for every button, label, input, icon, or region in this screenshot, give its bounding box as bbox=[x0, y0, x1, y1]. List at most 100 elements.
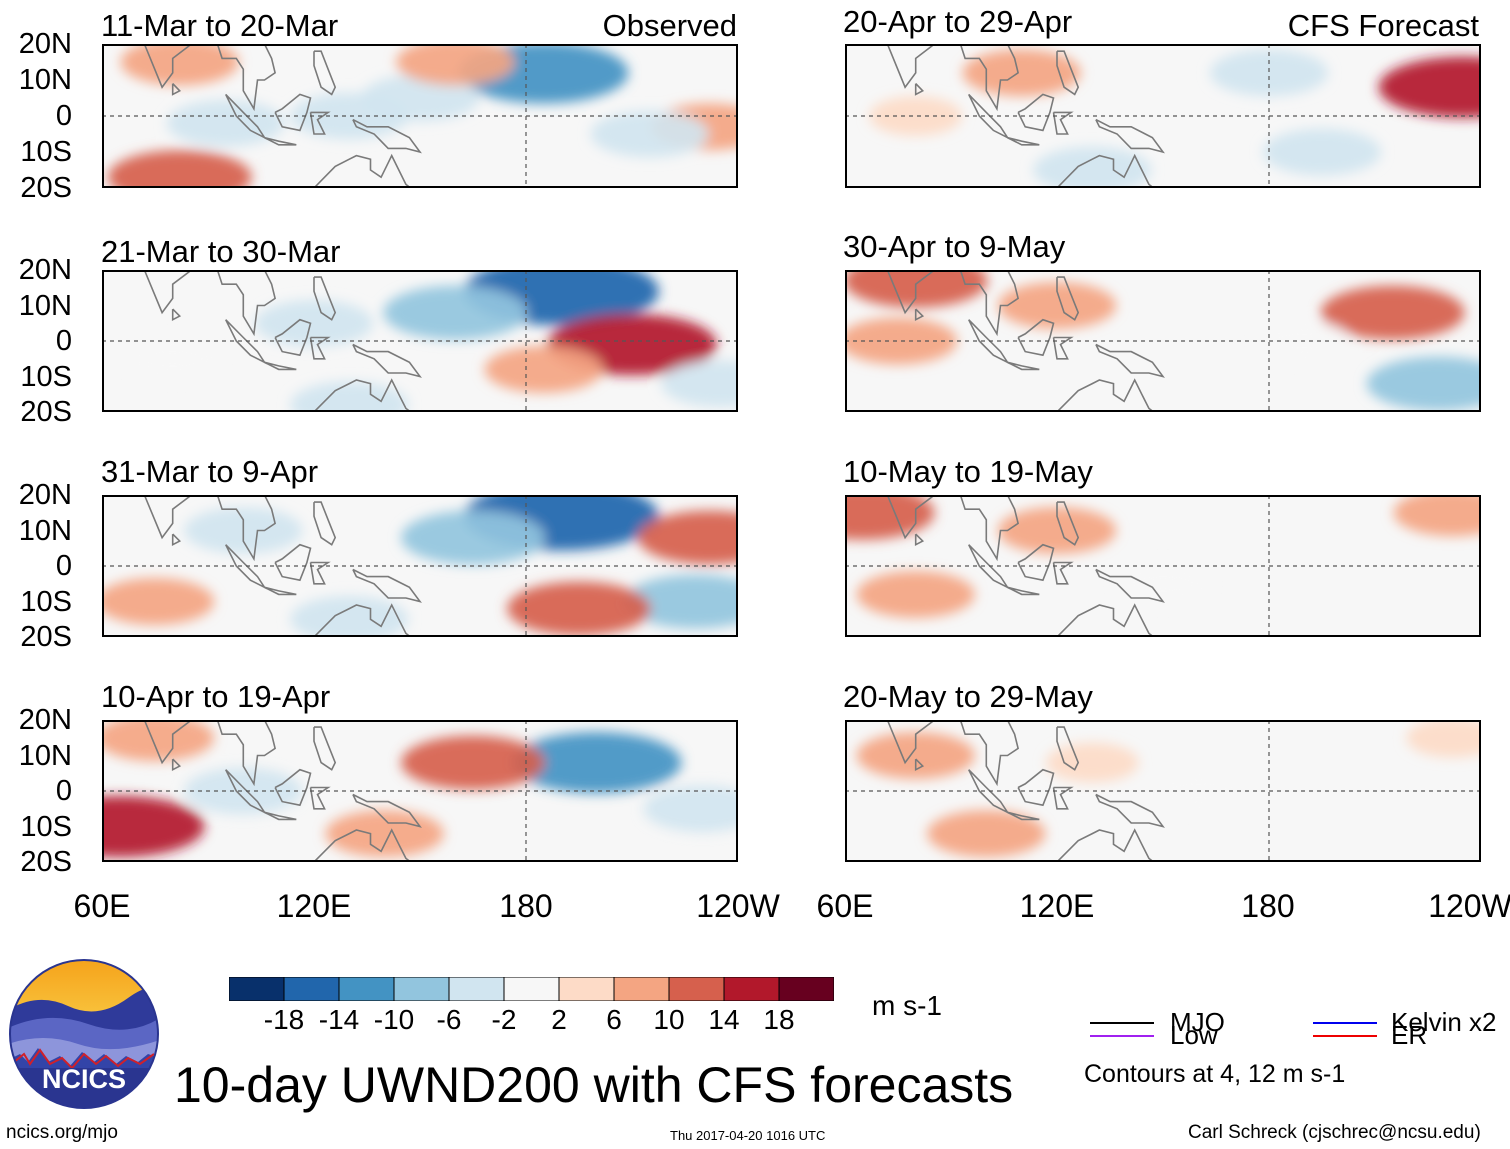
lat-tick-label: 10S bbox=[20, 810, 72, 843]
coastline bbox=[1095, 793, 1165, 828]
anomaly-blob bbox=[661, 360, 738, 407]
anomaly-field bbox=[102, 720, 738, 858]
legend-line-kelvin bbox=[1313, 1022, 1377, 1024]
map-panel bbox=[102, 44, 738, 188]
lat-tick-label: 20N bbox=[18, 704, 72, 736]
anomaly-blob bbox=[383, 285, 528, 340]
colorbar-swatch bbox=[503, 976, 560, 1002]
colorbar-swatch bbox=[723, 976, 780, 1002]
coastline bbox=[1007, 586, 1040, 596]
legend-line-low bbox=[1090, 1035, 1154, 1037]
lat-tick-label: 10S bbox=[20, 136, 72, 168]
lat-tick-label: 0 bbox=[55, 100, 72, 132]
map-frame bbox=[845, 720, 1481, 862]
lat-tick-label: 20N bbox=[18, 254, 72, 286]
anomaly-blob bbox=[590, 110, 709, 158]
anomaly-field bbox=[102, 495, 738, 637]
panel-title: 20-May to 29-May bbox=[843, 679, 1093, 714]
anomaly-blob bbox=[1209, 49, 1329, 97]
coastline bbox=[313, 501, 337, 546]
lat-tick-label: 0 bbox=[55, 550, 72, 582]
map-frame bbox=[102, 270, 738, 412]
coastline bbox=[1007, 136, 1040, 146]
colorbar-tick-label: -6 bbox=[436, 1004, 462, 1035]
coastline bbox=[967, 769, 1010, 815]
coastline bbox=[171, 83, 182, 96]
anomaly-blob bbox=[1406, 720, 1481, 758]
coastline bbox=[1052, 111, 1074, 135]
observed-label: Observed bbox=[602, 8, 737, 43]
anomaly-blob bbox=[184, 767, 303, 815]
legend-label-mjo: MJO bbox=[1170, 1007, 1225, 1037]
lat-tick-label: 20S bbox=[20, 846, 72, 878]
colorbar-tick-label: -18 bbox=[263, 1004, 305, 1035]
footer-author: Carl Schreck (cjschrec@ncsu.edu) bbox=[1188, 1122, 1481, 1143]
colorbar-units: m s-1 bbox=[872, 990, 942, 1021]
coastline bbox=[309, 786, 331, 810]
anomaly-blob bbox=[126, 338, 220, 379]
coastline bbox=[1007, 811, 1040, 821]
coastline bbox=[264, 136, 297, 146]
panel-title: 31-Mar to 9-Apr bbox=[101, 454, 319, 489]
lat-tick-label: 10S bbox=[20, 585, 72, 618]
anomaly-blob bbox=[325, 810, 444, 857]
colorbar-tick-label: 6 bbox=[606, 1004, 622, 1035]
footer-timestamp: Thu 2017-04-20 1016 UTC bbox=[670, 1128, 826, 1143]
footer-url[interactable]: ncics.org/mjo bbox=[6, 1122, 118, 1143]
coastline bbox=[312, 828, 412, 862]
anomaly-blob bbox=[856, 571, 975, 618]
coastline bbox=[102, 495, 277, 562]
anomaly-blob bbox=[1366, 356, 1481, 411]
lat-tick-label: 10N bbox=[18, 739, 72, 772]
lon-tick-label: 120E bbox=[276, 888, 352, 924]
coastline bbox=[967, 319, 1010, 365]
colorbar-swatch bbox=[613, 976, 670, 1002]
anomaly-blob bbox=[396, 44, 515, 86]
lon-tick-label: 180 bbox=[499, 888, 553, 924]
anomaly-field bbox=[845, 270, 1481, 411]
coastline bbox=[1095, 343, 1165, 378]
coastline bbox=[914, 533, 925, 547]
anomaly-blob bbox=[869, 96, 963, 136]
coastline bbox=[967, 544, 1010, 590]
coastline bbox=[1095, 118, 1165, 154]
anomaly-field bbox=[107, 44, 738, 188]
coastline bbox=[312, 153, 412, 188]
colorbar-tick-label: -10 bbox=[373, 1004, 415, 1035]
coastline bbox=[264, 586, 297, 596]
coastline bbox=[264, 361, 297, 371]
coastline bbox=[1017, 93, 1055, 132]
coastline bbox=[1017, 318, 1055, 357]
legend-label-er: ER bbox=[1391, 1020, 1428, 1050]
lat-tick-label: 0 bbox=[55, 775, 72, 807]
lat-tick-label: 20S bbox=[20, 172, 72, 204]
lat-tick-label: 0 bbox=[55, 325, 72, 357]
coastline bbox=[309, 111, 331, 135]
coastline bbox=[171, 308, 182, 322]
colorbar-tick-label: -14 bbox=[318, 1004, 360, 1035]
anomaly-blob bbox=[507, 581, 651, 636]
anomaly-blob bbox=[401, 735, 545, 790]
coastline bbox=[274, 93, 312, 132]
coastline bbox=[1017, 543, 1055, 582]
coastline bbox=[313, 50, 337, 96]
coastline bbox=[1055, 153, 1155, 188]
lon-tick-label: 120W bbox=[696, 888, 780, 924]
colorbar-swatch bbox=[668, 976, 725, 1002]
panel-title: 20-Apr to 29-Apr bbox=[843, 4, 1073, 39]
coastline bbox=[224, 769, 267, 815]
coastline bbox=[313, 276, 337, 321]
coastline bbox=[1056, 726, 1080, 771]
panel-title: 30-Apr to 9-May bbox=[843, 229, 1066, 264]
legend-label-kelvin: Kelvin x2 bbox=[1391, 1007, 1497, 1037]
anomaly-blob bbox=[962, 49, 1081, 97]
coastline bbox=[1095, 568, 1165, 603]
colorbar-swatch bbox=[393, 976, 450, 1002]
panel-title: 21-Mar to 30-Mar bbox=[101, 234, 341, 269]
main-title: 10-day UWND200 with CFS forecasts bbox=[174, 1057, 1014, 1113]
map-panel bbox=[102, 495, 738, 637]
lon-tick-label: 120W bbox=[1428, 888, 1510, 924]
panel-title: 11-Mar to 20-Mar bbox=[101, 8, 339, 43]
anomaly-blob bbox=[643, 785, 738, 833]
coastline bbox=[274, 318, 312, 357]
